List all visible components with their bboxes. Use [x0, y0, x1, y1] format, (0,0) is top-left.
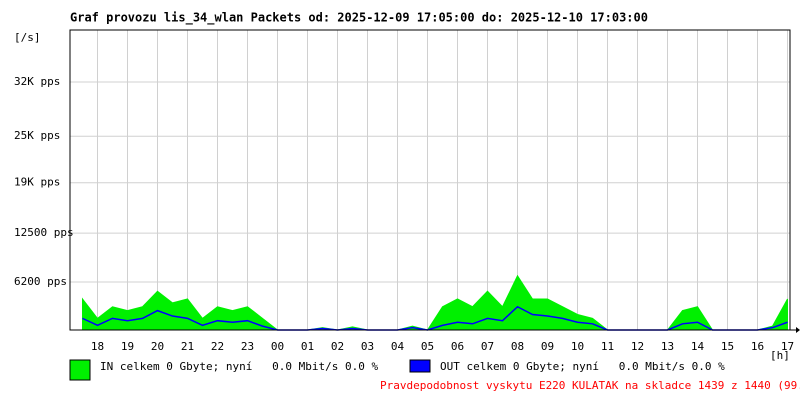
y-tick-label: 12500 pps — [14, 226, 74, 239]
x-tick-label: 19 — [121, 340, 134, 353]
x-tick-label: 01 — [301, 340, 314, 353]
x-tick-label: 06 — [451, 340, 464, 353]
x-tick-label: 08 — [511, 340, 524, 353]
legend-label: OUT celkem 0 Gbyte; nyní 0.0 Mbit/s 0.0 … — [440, 360, 725, 373]
x-tick-label: 02 — [331, 340, 344, 353]
x-tick-label: 00 — [271, 340, 284, 353]
y-tick-label: 19K pps — [14, 176, 60, 189]
y-tick-label: 32K pps — [14, 75, 60, 88]
x-tick-label: 22 — [211, 340, 224, 353]
x-tick-label: 04 — [391, 340, 405, 353]
x-tick-label: 14 — [691, 340, 705, 353]
x-tick-label: 23 — [241, 340, 254, 353]
x-tick-label: 15 — [721, 340, 734, 353]
legend-swatch — [409, 359, 431, 373]
x-arrow — [796, 327, 800, 333]
y-tick-label: 6200 pps — [14, 275, 67, 288]
y-unit: [/s] — [14, 31, 41, 44]
in-area — [82, 274, 788, 331]
legend-swatch — [69, 359, 91, 381]
x-tick-label: 20 — [151, 340, 164, 353]
footer: Pravdepodobnost vyskytu E220 KULATAK na … — [380, 379, 800, 392]
out-line — [82, 305, 788, 331]
chart-title: Graf provozu lis_34_wlan Packets od: 202… — [70, 11, 648, 26]
x-tick-label: 07 — [481, 340, 494, 353]
x-tick-label: 21 — [181, 340, 194, 353]
x-tick-label: 10 — [571, 340, 584, 353]
x-tick-label: 17 — [781, 340, 794, 353]
x-tick-label: 18 — [91, 340, 104, 353]
x-unit: [h] — [770, 349, 790, 362]
x-tick-label: 05 — [421, 340, 434, 353]
x-tick-label: 09 — [541, 340, 554, 353]
x-tick-label: 16 — [751, 340, 764, 353]
x-tick-label: 12 — [631, 340, 644, 353]
x-tick-label: 11 — [601, 340, 614, 353]
plot-area — [70, 30, 790, 330]
legend-label: IN celkem 0 Gbyte; nyní 0.0 Mbit/s 0.0 % — [100, 360, 379, 373]
y-tick-label: 25K pps — [14, 129, 60, 142]
x-tick-label: 03 — [361, 340, 374, 353]
x-tick-label: 13 — [661, 340, 674, 353]
